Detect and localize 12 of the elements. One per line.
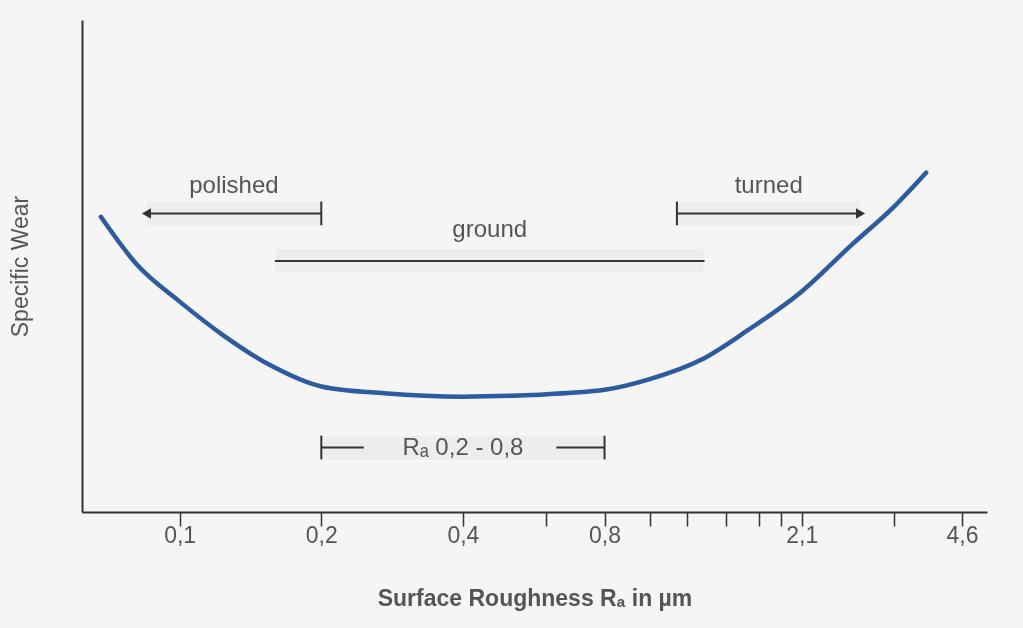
band-label: polished (189, 171, 279, 199)
x-tick-label: 0,8 (589, 521, 622, 548)
x-axis-title: Surface Roughness Rₐ in µm (377, 584, 693, 611)
x-tick-label: 0,2 (305, 521, 338, 548)
band-label: Rₐ 0,2 - 0,8 (402, 432, 524, 460)
y-axis-title: Specific Wear (6, 195, 33, 338)
x-tick-label: 2,1 (786, 521, 819, 548)
x-tick-label: 4,6 (946, 521, 979, 548)
x-tick-label: 0,4 (447, 521, 480, 548)
x-tick-label: 0,1 (164, 521, 197, 548)
band-label: ground (452, 215, 528, 243)
band-label: turned (734, 171, 803, 199)
